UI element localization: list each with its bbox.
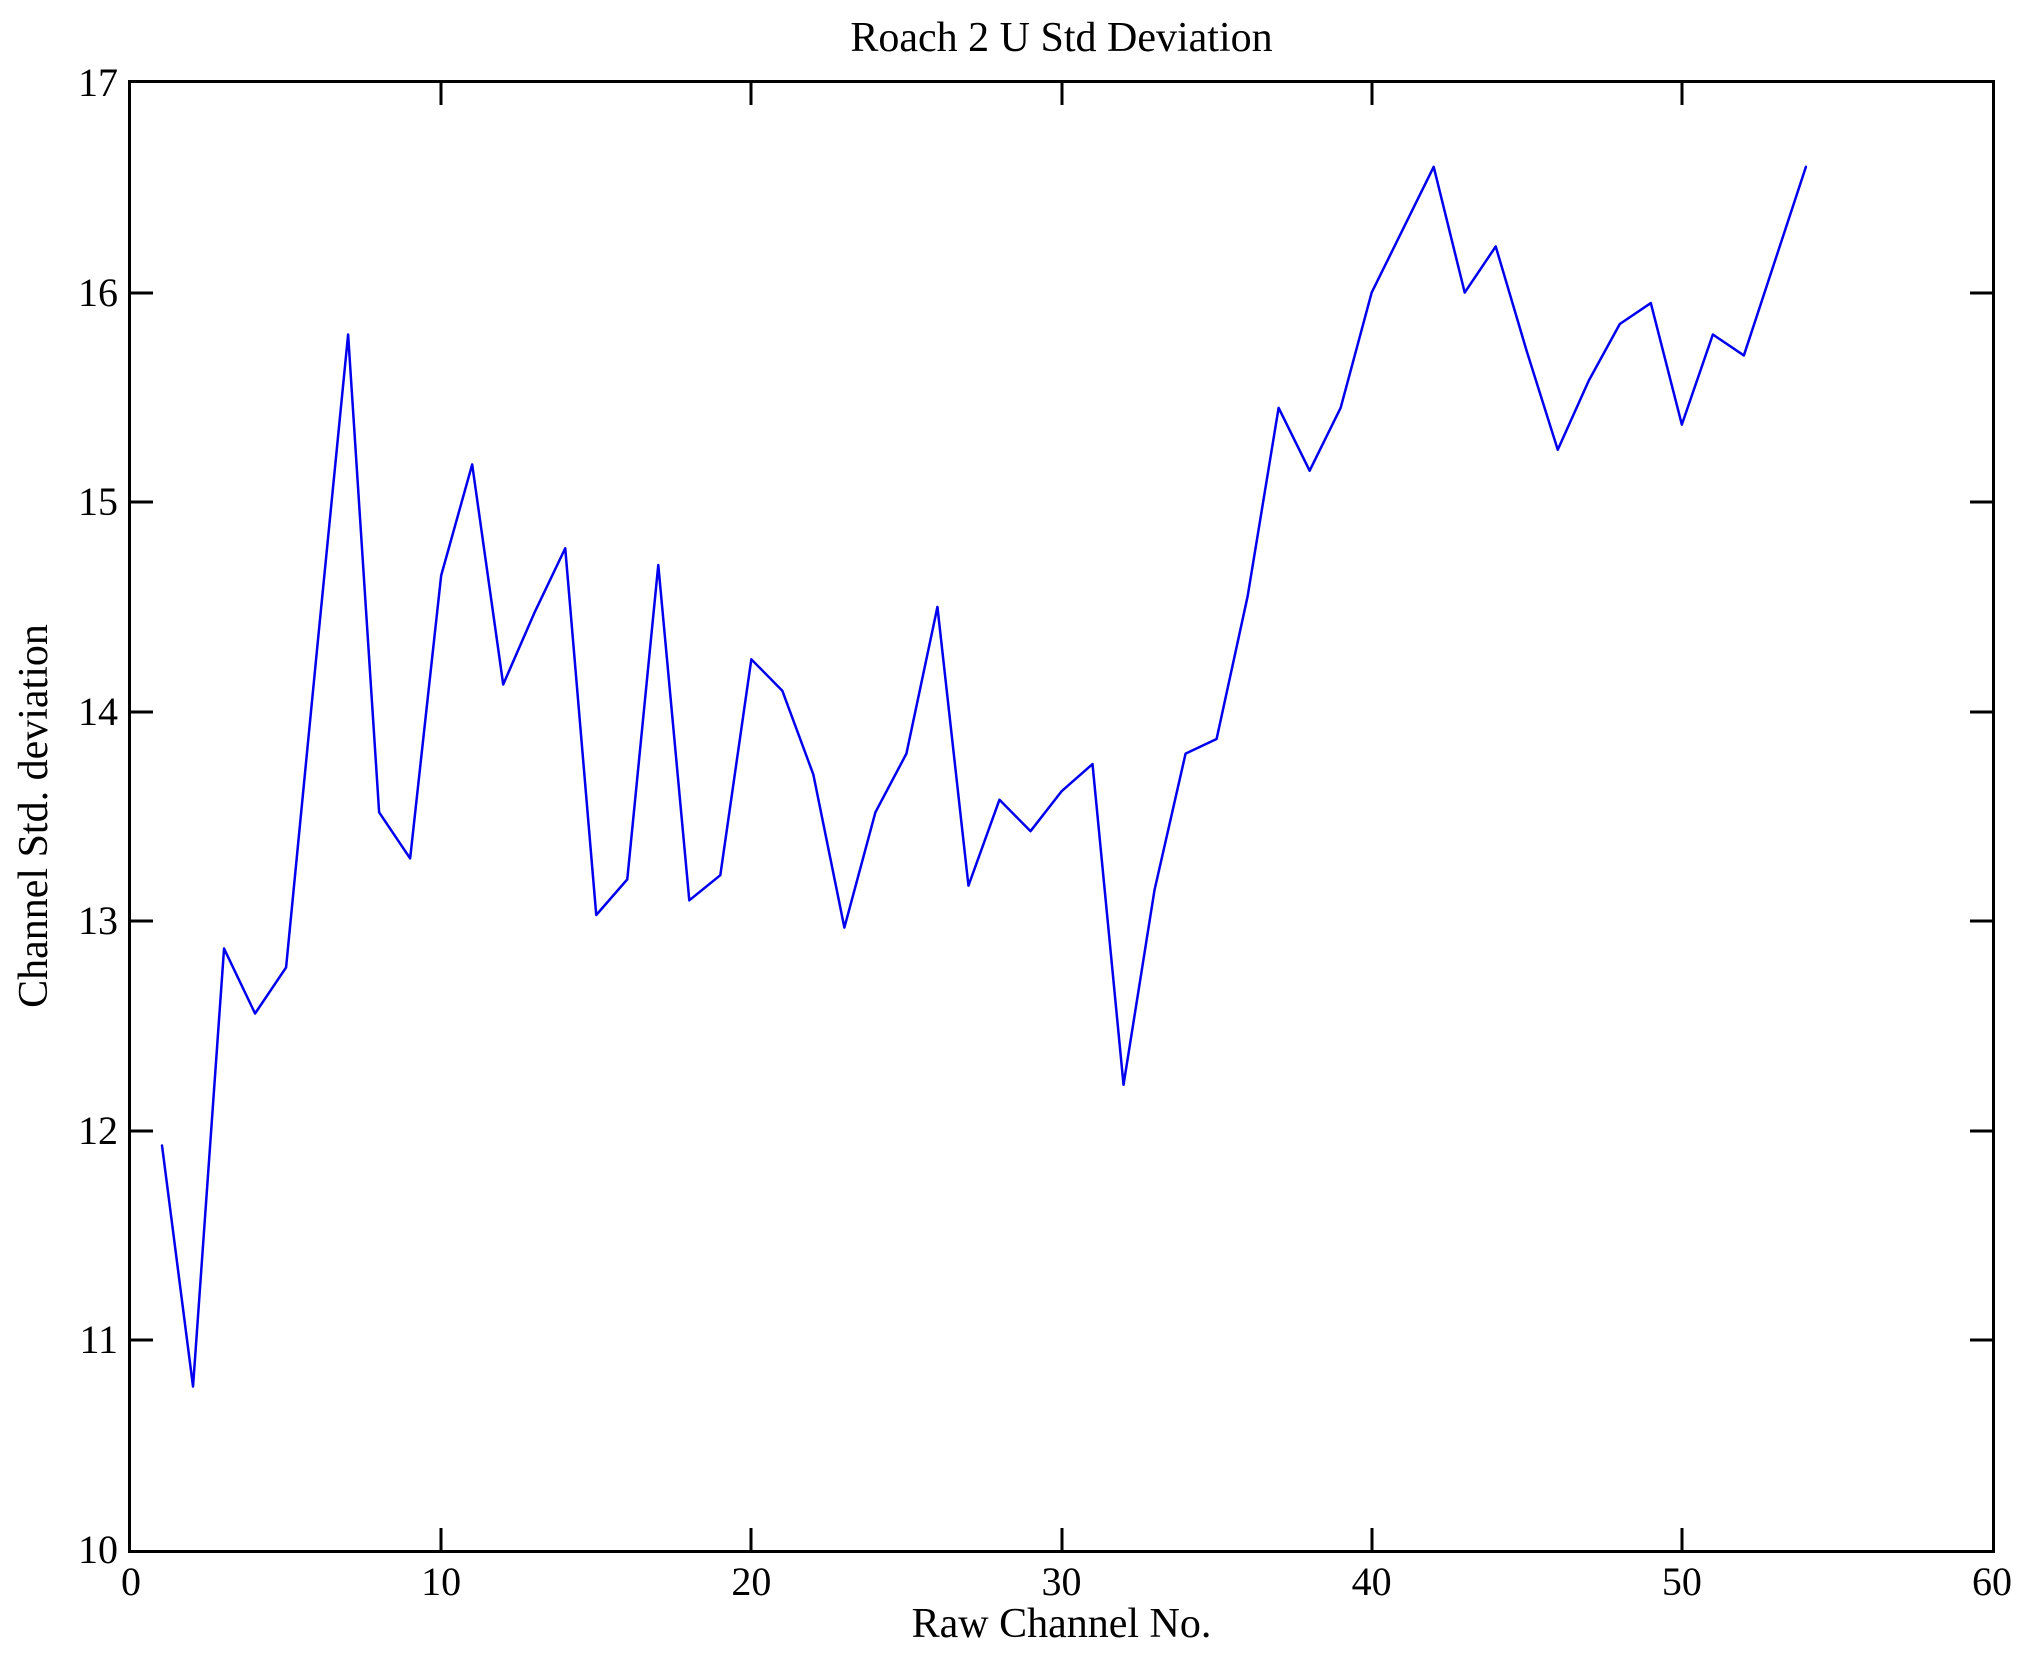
x-axis-tick-label: 0: [121, 1559, 141, 1604]
plot-area: 0 10 20 30 40 50 60 10 11 12 13 14 15 16 17: [78, 80, 2012, 1553]
x-tick-mark: [749, 1528, 753, 1550]
x-tick-mark: [439, 1528, 443, 1550]
x-axis-label: Raw Channel No.: [911, 1601, 1212, 1647]
y-tick-mark: [1970, 291, 1992, 295]
x-tick-mark: [1060, 83, 1063, 105]
y-tick-mark: [131, 500, 153, 504]
y-axis-tick-label: 16: [78, 269, 118, 315]
x-axis-tick-label: 30: [1041, 1559, 1082, 1604]
x-axis-tick-label: 20: [731, 1559, 772, 1604]
plot-title: Roach 2 U Std Deviation: [850, 15, 1273, 61]
x-axis-tick-label: 40: [1351, 1559, 1392, 1604]
y-tick-mark: [1970, 1129, 1992, 1133]
line-series: [162, 167, 1806, 1387]
x-axis-tick-label: 10: [421, 1559, 462, 1604]
x-tick-mark: [439, 83, 443, 105]
y-axis-tick-label: 11: [79, 1317, 118, 1363]
y-tick-mark: [131, 1338, 153, 1342]
x-axis-tick-label: 50: [1661, 1559, 1702, 1604]
y-axis-tick-label: 13: [78, 898, 118, 944]
x-tick-mark: [1060, 1528, 1063, 1550]
y-tick-mark: [1970, 710, 1992, 714]
y-axis-tick-label: 14: [78, 688, 118, 734]
y-tick-mark: [131, 291, 153, 295]
x-tick-mark: [1370, 83, 1374, 105]
y-axis-tick-label: 15: [78, 479, 118, 525]
x-axis-tick-label: 60: [1972, 1559, 2012, 1604]
x-tick-mark: [1680, 83, 1684, 105]
x-tick-mark: [749, 83, 753, 105]
x-tick-mark: [1680, 1528, 1684, 1550]
y-axis-label: Channel Std. deviation: [11, 624, 57, 1008]
y-axis-tick-label: 10: [78, 1527, 118, 1572]
y-tick-mark: [1970, 500, 1992, 504]
y-tick-mark: [131, 710, 153, 714]
x-tick-mark: [1370, 1528, 1374, 1550]
y-axis-tick-label: 12: [78, 1107, 118, 1153]
y-axis-tick-label: 17: [78, 60, 118, 105]
y-tick-mark: [1970, 919, 1992, 923]
y-tick-mark: [131, 1129, 153, 1133]
line-series-svg: [131, 83, 1992, 1550]
y-tick-mark: [131, 919, 153, 923]
y-tick-mark: [1970, 1338, 1992, 1342]
